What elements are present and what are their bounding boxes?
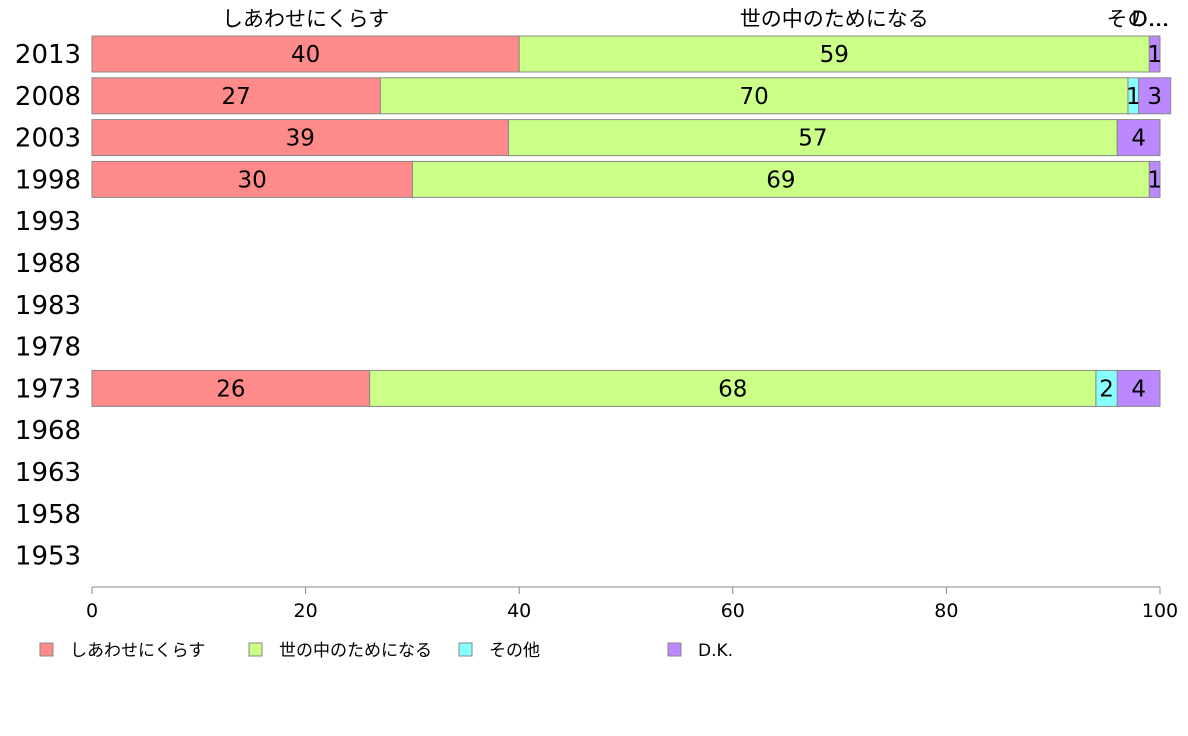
bar-2008-series-1 [379,77,1129,115]
bar-2013-series-0 [91,35,520,73]
bar-value-label: 70 [740,84,769,110]
legend-swatch [39,642,54,657]
bar-1998-series-3 [1148,160,1161,198]
bar-2008-series-3 [1138,77,1172,115]
bar-1973-series-3 [1116,369,1161,407]
category-header-label: 世の中のためになる [740,7,929,31]
category-header-label: D… [1131,7,1168,31]
legend-label: D.K. [698,641,733,661]
bar-value-label: 26 [216,376,245,402]
bar-1998-series-0 [91,160,413,198]
bar-2003-series-1 [508,119,1118,157]
legend-swatch [667,642,682,657]
year-label-1988: 1988 [15,249,81,279]
year-label-1963: 1963 [15,458,81,488]
bar-value-label: 68 [718,376,747,402]
category-header-label: しあわせにくらす [222,7,389,31]
bar-2013-series-3 [1148,35,1161,73]
year-axis-labels: 2013 2008 2003 1998 1993 1988 1983 1978 1973 1968… [15,40,81,572]
bar-value-label: 30 [238,167,267,193]
year-label-2003: 2003 [15,124,81,154]
bar-value-label: 40 [291,42,320,68]
bar-value-label: 1 [1147,42,1162,68]
year-label-2008: 2008 [15,82,81,112]
x-tick-label: 60 [721,600,745,622]
bar-value-label: 3 [1147,84,1162,110]
year-label-1978: 1978 [15,333,81,363]
x-tick-label: 0 [86,600,98,622]
bar-2003-series-0 [91,119,510,157]
bar-value-label: 27 [222,84,251,110]
bars: 40 59 127 70 1 339 57 430 69 126 68 2 4 [91,35,1172,407]
year-label-2013: 2013 [15,40,81,70]
x-tick-label: 20 [294,600,318,622]
x-tick-label: 100 [1142,600,1178,622]
bar-value-label: 1 [1126,84,1141,110]
year-label-1958: 1958 [15,500,81,530]
x-tick-label: 40 [507,600,531,622]
bar-value-label: 39 [286,126,315,152]
bar-2008-series-0 [91,77,381,115]
year-label-1993: 1993 [15,207,81,237]
legend-swatch [248,642,263,657]
bar-value-label: 4 [1131,376,1146,402]
bar-1973-series-1 [369,369,1097,407]
year-label-1973: 1973 [15,374,81,404]
legend: しあわせにくらす 世の中のためになる その他 D.K. [39,641,733,661]
bar-value-label: 57 [798,126,827,152]
year-label-1983: 1983 [15,291,81,321]
legend-swatch [458,642,473,657]
bar-value-label: 1 [1147,167,1162,193]
bar-2013-series-1 [518,35,1150,73]
bar-2003-series-3 [1116,119,1161,157]
legend-label: その他 [489,641,540,661]
category-header-label: その… [1107,7,1170,31]
legend-label: しあわせにくらす [70,641,205,661]
x-axis: 0 20 40 60 80 100 [86,586,1178,622]
bar-value-label: 69 [766,167,795,193]
bar-1973-series-0 [91,369,371,407]
legend-label: 世の中のためになる [279,641,432,661]
x-tick-label: 80 [934,600,958,622]
category-header-labels: しあわせにくらす 世の中のためになる その…D… [222,7,1169,31]
year-label-1998: 1998 [15,165,81,195]
bar-value-label: 4 [1131,126,1146,152]
year-label-1953: 1953 [15,542,81,572]
year-label-1968: 1968 [15,416,81,446]
bar-value-label: 59 [820,42,849,68]
bar-value-label: 2 [1099,376,1114,402]
